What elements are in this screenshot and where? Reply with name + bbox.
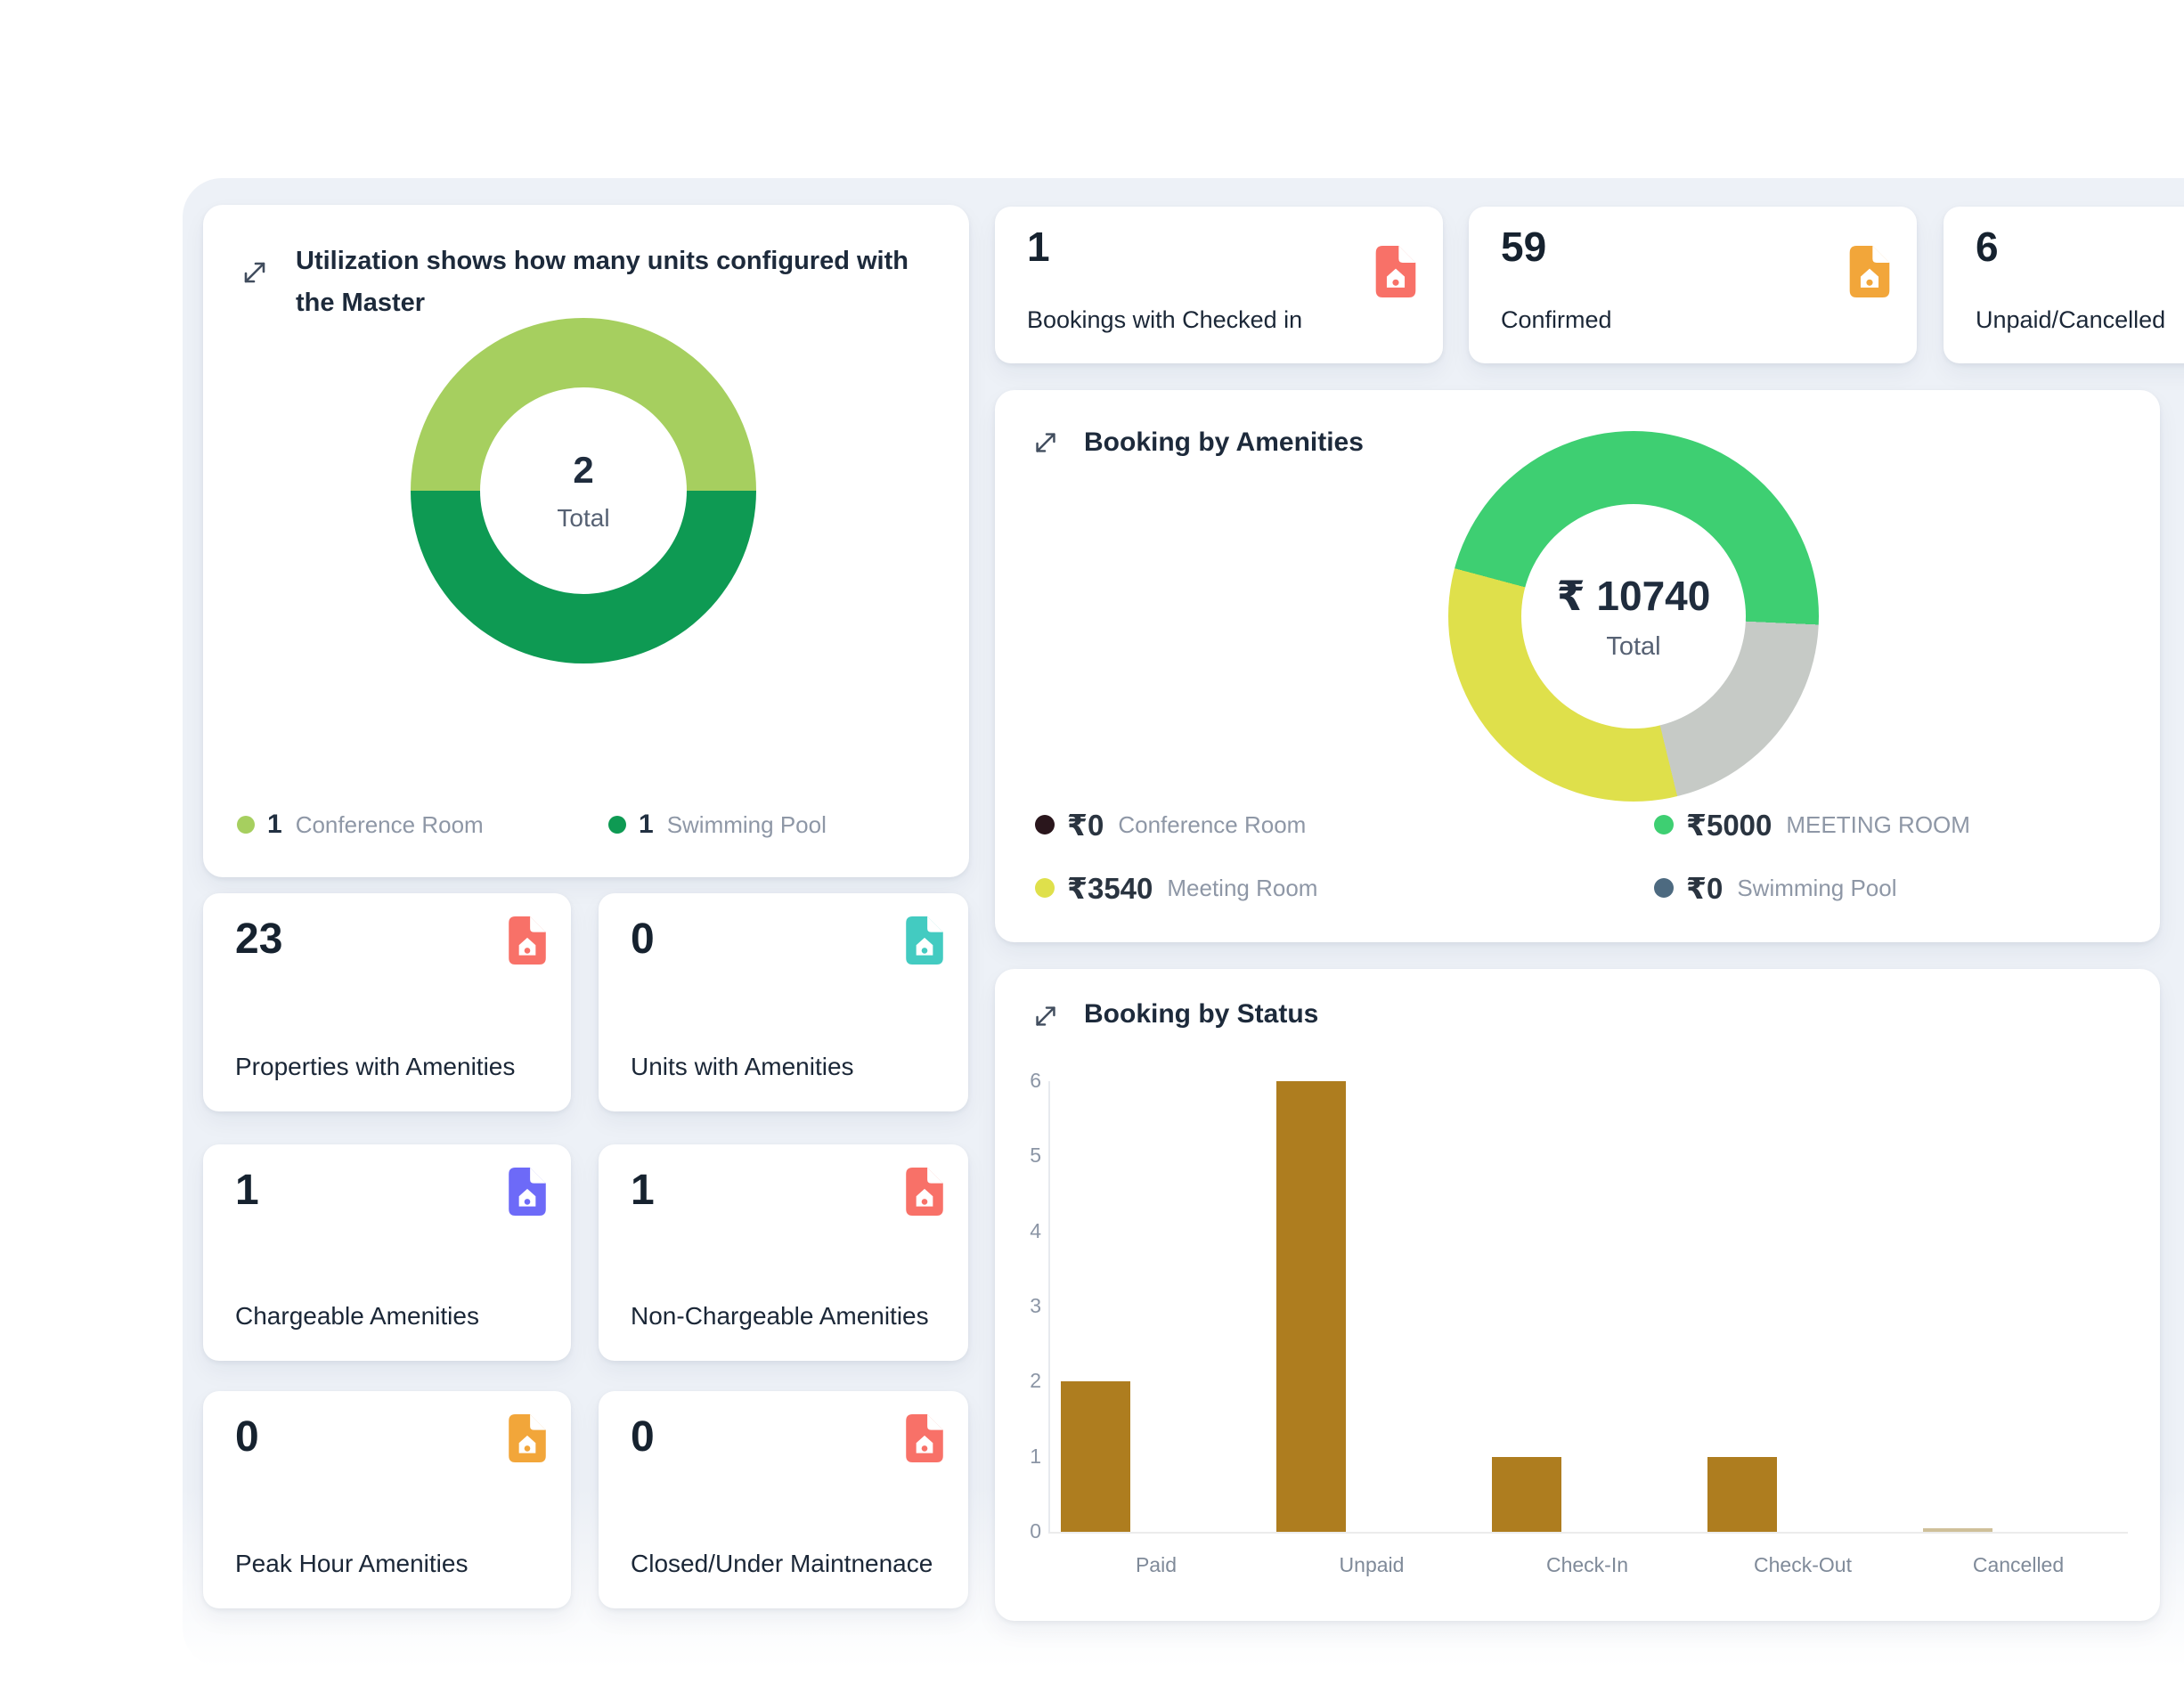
stat-card-bookings-checked-in: 1 Bookings with Checked in: [995, 207, 1443, 363]
stat-value: 6: [1976, 223, 1999, 271]
document-home-icon: [509, 916, 546, 965]
legend-label: Swimming Pool: [1737, 875, 1896, 902]
legend-dot: [1654, 815, 1674, 834]
amenities-total-value: ₹ 10740: [1557, 572, 1711, 620]
legend-dot: [608, 816, 626, 834]
stat-card-chargeable-amenities: 1 Chargeable Amenities: [203, 1144, 571, 1361]
stat-label: Chargeable Amenities: [235, 1302, 479, 1331]
stat-value: 0: [631, 915, 655, 964]
bar-check-in[interactable]: [1492, 1457, 1561, 1532]
y-axis-tick: 3: [1030, 1294, 1041, 1318]
document-home-icon: [906, 1414, 943, 1462]
stat-label: Closed/Under Maintnenace: [631, 1550, 933, 1578]
x-axis-label: Check-Out: [1695, 1553, 1911, 1577]
legend-label: MEETING ROOM: [1786, 811, 1970, 839]
stat-value: 1: [235, 1166, 259, 1215]
legend-value: ₹5000: [1686, 808, 1772, 842]
legend-dot: [1654, 878, 1674, 898]
booking-by-status-card: Booking by Status 0123456 PaidUnpaidChec…: [995, 969, 2160, 1621]
legend-label: Meeting Room: [1167, 875, 1317, 902]
booking-by-amenities-title: Booking by Amenities: [1084, 427, 1364, 458]
legend-item-meeting-room-upper[interactable]: ₹5000 MEETING ROOM: [1654, 805, 1970, 844]
booking-by-amenities-donut-chart[interactable]: ₹ 10740 Total: [1448, 431, 1819, 802]
stat-card-peak-hour-amenities: 0 Peak Hour Amenities: [203, 1391, 571, 1608]
stat-label: Unpaid/Cancelled: [1976, 306, 2165, 334]
bar-paid[interactable]: [1061, 1381, 1130, 1532]
stat-label: Non-Chargeable Amenities: [631, 1302, 929, 1331]
utilization-donut-center: 2 Total: [480, 387, 687, 594]
stat-label: Properties with Amenities: [235, 1053, 515, 1081]
stat-value: 1: [631, 1166, 655, 1215]
status-plot: [1048, 1081, 2128, 1534]
document-home-icon: [1375, 246, 1416, 297]
legend-item-swimming-pool[interactable]: ₹0 Swimming Pool: [1654, 868, 1897, 908]
stat-card-properties-with-amenities: 23 Properties with Amenities: [203, 893, 571, 1111]
y-axis-tick: 4: [1030, 1219, 1041, 1243]
expand-icon[interactable]: [239, 256, 271, 289]
legend-item-swimming-pool[interactable]: 1 Swimming Pool: [608, 807, 827, 842]
legend-dot: [1035, 815, 1055, 834]
utilization-card: Utilization shows how many units configu…: [203, 205, 969, 877]
stat-value: 59: [1501, 223, 1546, 271]
stat-label: Peak Hour Amenities: [235, 1550, 468, 1578]
booking-by-amenities-card: Booking by Amenities ₹ 10740 Total ₹0 Co…: [995, 390, 2160, 942]
dashboard-page: { "utilization": { "title": "Utilization…: [0, 0, 2184, 1685]
utilization-card-title: Utilization shows how many units configu…: [296, 240, 946, 324]
x-axis-label: Check-In: [1479, 1553, 1695, 1577]
legend-label: Swimming Pool: [667, 811, 827, 839]
utilization-donut-chart[interactable]: 2 Total: [411, 318, 756, 663]
booking-by-status-title: Booking by Status: [1084, 999, 1318, 1030]
status-xlabels: PaidUnpaidCheck-InCheck-OutCancelled: [1048, 1553, 2126, 1582]
y-axis-tick: 5: [1030, 1144, 1041, 1168]
stat-label: Confirmed: [1501, 306, 1612, 334]
legend-item-conference-room[interactable]: ₹0 Conference Room: [1035, 805, 1306, 844]
legend-value: ₹3540: [1067, 871, 1153, 906]
x-axis-label: Unpaid: [1264, 1553, 1479, 1577]
legend-label: Conference Room: [296, 811, 484, 839]
status-yaxis: 0123456: [995, 1081, 1041, 1532]
expand-icon[interactable]: [1031, 427, 1061, 458]
stat-value: 0: [235, 1412, 259, 1461]
expand-icon[interactable]: [1031, 1001, 1061, 1031]
document-home-icon: [509, 1168, 546, 1216]
legend-value: 1: [267, 810, 282, 840]
stat-label: Units with Amenities: [631, 1053, 854, 1081]
x-axis-label: Paid: [1048, 1553, 1264, 1577]
amenities-donut-center: ₹ 10740 Total: [1521, 504, 1746, 729]
bar-check-out[interactable]: [1707, 1457, 1777, 1532]
legend-item-conference-room[interactable]: 1 Conference Room: [237, 807, 484, 842]
document-home-icon: [509, 1414, 546, 1462]
document-home-icon: [906, 916, 943, 965]
y-axis-tick: 0: [1030, 1519, 1041, 1543]
bar-unpaid[interactable]: [1276, 1081, 1346, 1532]
stat-value: 0: [631, 1412, 655, 1461]
stat-value: 1: [1027, 223, 1050, 271]
legend-value: 1: [639, 810, 654, 840]
amenities-total-label: Total: [1606, 632, 1660, 662]
legend-item-meeting-room[interactable]: ₹3540 Meeting Room: [1035, 868, 1317, 908]
legend-dot: [1035, 878, 1055, 898]
stat-value: 23: [235, 915, 282, 964]
legend-value: ₹0: [1067, 808, 1104, 842]
utilization-total-label: Total: [557, 504, 609, 533]
utilization-total-value: 2: [573, 449, 593, 492]
document-home-icon: [1849, 246, 1890, 297]
legend-value: ₹0: [1686, 871, 1723, 906]
y-axis-tick: 1: [1030, 1445, 1041, 1469]
stat-card-unpaid-cancelled: 6 Unpaid/Cancelled: [1944, 207, 2184, 363]
legend-dot: [237, 816, 255, 834]
stat-card-non-chargeable-amenities: 1 Non-Chargeable Amenities: [599, 1144, 968, 1361]
stat-card-confirmed: 59 Confirmed: [1469, 207, 1917, 363]
document-home-icon: [906, 1168, 943, 1216]
y-axis-tick: 6: [1030, 1069, 1041, 1093]
stat-card-closed-under-maintenance: 0 Closed/Under Maintnenace: [599, 1391, 968, 1608]
x-axis-label: Cancelled: [1911, 1553, 2126, 1577]
y-axis-tick: 2: [1030, 1369, 1041, 1393]
stat-card-units-with-amenities: 0 Units with Amenities: [599, 893, 968, 1111]
bar-cancelled[interactable]: [1923, 1528, 1992, 1532]
stat-label: Bookings with Checked in: [1027, 306, 1302, 334]
legend-label: Conference Room: [1118, 811, 1306, 839]
